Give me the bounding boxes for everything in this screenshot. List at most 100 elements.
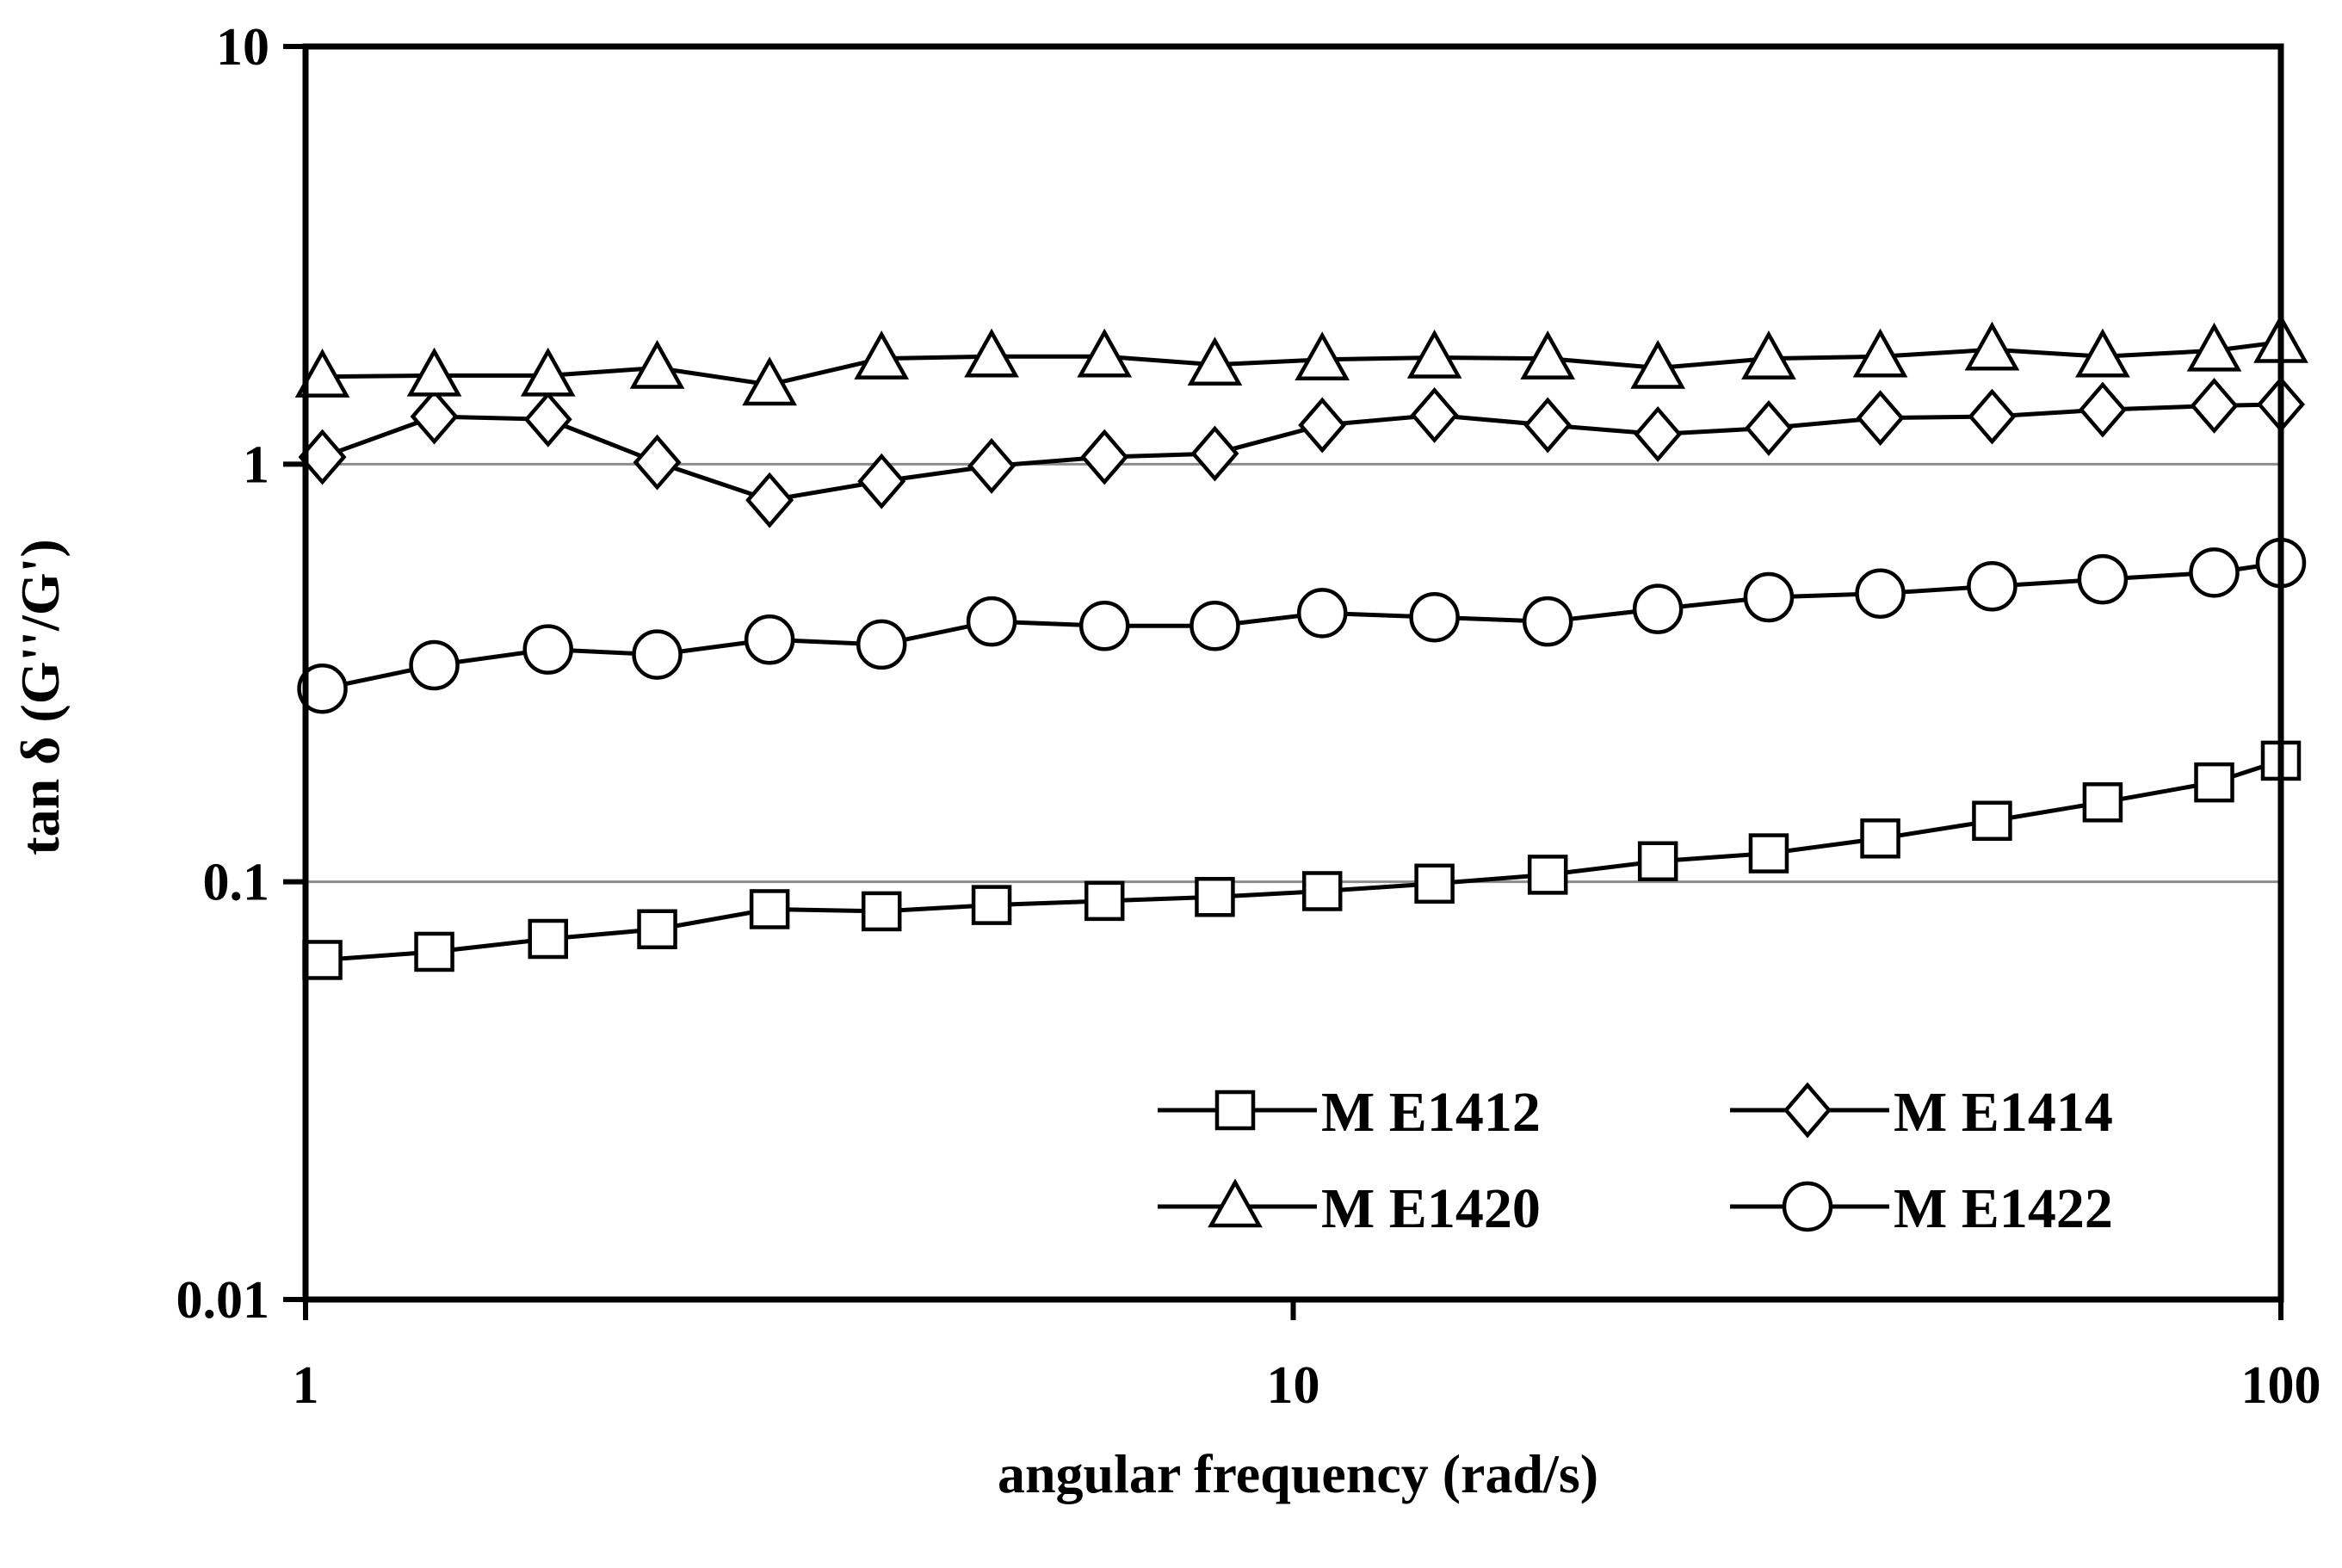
data-point	[2075, 328, 2130, 378]
data-point	[1077, 328, 1133, 378]
data-point	[2190, 377, 2239, 434]
data-point	[294, 349, 350, 398]
data-point	[857, 453, 906, 509]
data-point	[1522, 596, 1573, 647]
legend-item: M E1422	[1730, 1177, 2113, 1240]
data-point	[1195, 876, 1235, 917]
data-point	[409, 639, 460, 691]
legend-label: M E1414	[1894, 1081, 2113, 1144]
data-point	[1743, 571, 1795, 623]
data-point	[1630, 339, 1686, 389]
data-point	[523, 391, 572, 448]
legend-label: M E1422	[1894, 1177, 2113, 1240]
data-point	[632, 629, 683, 680]
legend: M E1412 M E1414 M E1420 M E1422	[1158, 1081, 2113, 1240]
data-point	[1410, 386, 1459, 443]
data-point	[629, 339, 685, 389]
legend-marker	[1214, 1090, 1256, 1131]
data-point	[637, 909, 677, 950]
data-point	[749, 889, 790, 929]
legend-label: M E1412	[1321, 1081, 1541, 1144]
data-point	[406, 347, 462, 397]
y-tick-label: 1	[243, 435, 269, 494]
data-point	[1190, 601, 1240, 651]
legend-marker	[1208, 1178, 1263, 1228]
data-point	[964, 328, 1019, 378]
data-point	[2082, 782, 2123, 823]
x-axis-title: angular frequency (rad/s)	[998, 1443, 1598, 1504]
data-point	[1520, 330, 1576, 380]
data-point	[1637, 841, 1678, 882]
legend-item: M E1420	[1158, 1177, 1541, 1240]
data-point	[302, 940, 343, 980]
data-point	[1078, 601, 1130, 651]
legend-item: M E1412	[1158, 1081, 1541, 1144]
data-point	[2189, 547, 2240, 598]
data-point	[745, 472, 794, 528]
data-point	[1744, 399, 1793, 456]
data-point	[742, 356, 797, 406]
data-point	[1298, 397, 1347, 454]
data-point	[966, 596, 1017, 647]
data-point	[414, 931, 454, 972]
legend-label: M E1420	[1321, 1177, 1541, 1240]
data-point	[2194, 762, 2234, 803]
series-m-e1414	[298, 376, 2305, 528]
y-tick-label: 0.01	[176, 1271, 270, 1330]
data-point	[1190, 425, 1239, 482]
data-point	[2077, 553, 2129, 605]
data-point	[1080, 429, 1129, 485]
data-point	[1964, 321, 2020, 371]
data-point	[1748, 833, 1789, 874]
data-point	[520, 347, 576, 397]
data-point	[633, 434, 682, 491]
data-point	[1855, 568, 1906, 619]
series-layer	[294, 313, 2308, 980]
labels-layer: angular frequency (rad/s) tan δ (G''/G')	[9, 539, 1598, 1504]
ticks-layer: 0.01 0.1 1 10 1 10 100	[176, 18, 2321, 1415]
data-point	[1634, 406, 1683, 462]
data-point	[967, 438, 1017, 494]
series-m-e1422	[297, 537, 2307, 714]
data-point	[1527, 855, 1568, 895]
data-point	[1632, 583, 1684, 634]
data-point	[410, 388, 459, 445]
data-point	[744, 614, 795, 665]
data-point	[1296, 588, 1348, 639]
x-tick-label: 10	[1267, 1356, 1320, 1415]
x-tick-label: 100	[2241, 1356, 2321, 1415]
y-tick-label: 0.1	[203, 854, 270, 912]
data-point	[1741, 330, 1796, 380]
legend-marker	[1783, 1082, 1832, 1139]
data-point	[1406, 329, 1462, 379]
data-point	[2186, 322, 2242, 372]
data-point	[1523, 397, 1573, 454]
y-axis-title: tan δ (G''/G')	[9, 539, 71, 855]
data-point	[528, 918, 568, 960]
data-point	[2078, 381, 2127, 438]
x-tick-label: 1	[293, 1356, 319, 1415]
data-point	[856, 619, 907, 670]
series-m-e1412	[302, 740, 2302, 980]
data-point	[1409, 591, 1460, 643]
data-point	[1856, 390, 1905, 447]
data-point	[854, 330, 910, 380]
data-point	[971, 885, 1012, 925]
series-m-e1420	[294, 313, 2308, 406]
data-point	[1852, 328, 1908, 378]
data-point	[297, 663, 348, 714]
y-tick-label: 10	[216, 18, 269, 77]
data-point	[1967, 561, 2018, 612]
data-point	[1187, 336, 1243, 386]
legend-marker	[1782, 1181, 1833, 1232]
data-point	[1295, 331, 1350, 381]
data-point	[1972, 800, 2012, 841]
data-point	[861, 891, 902, 932]
data-point	[1968, 388, 2017, 445]
data-point	[1860, 818, 1900, 859]
data-point	[1414, 863, 1455, 904]
data-point	[522, 624, 573, 675]
series-line	[322, 758, 2282, 962]
